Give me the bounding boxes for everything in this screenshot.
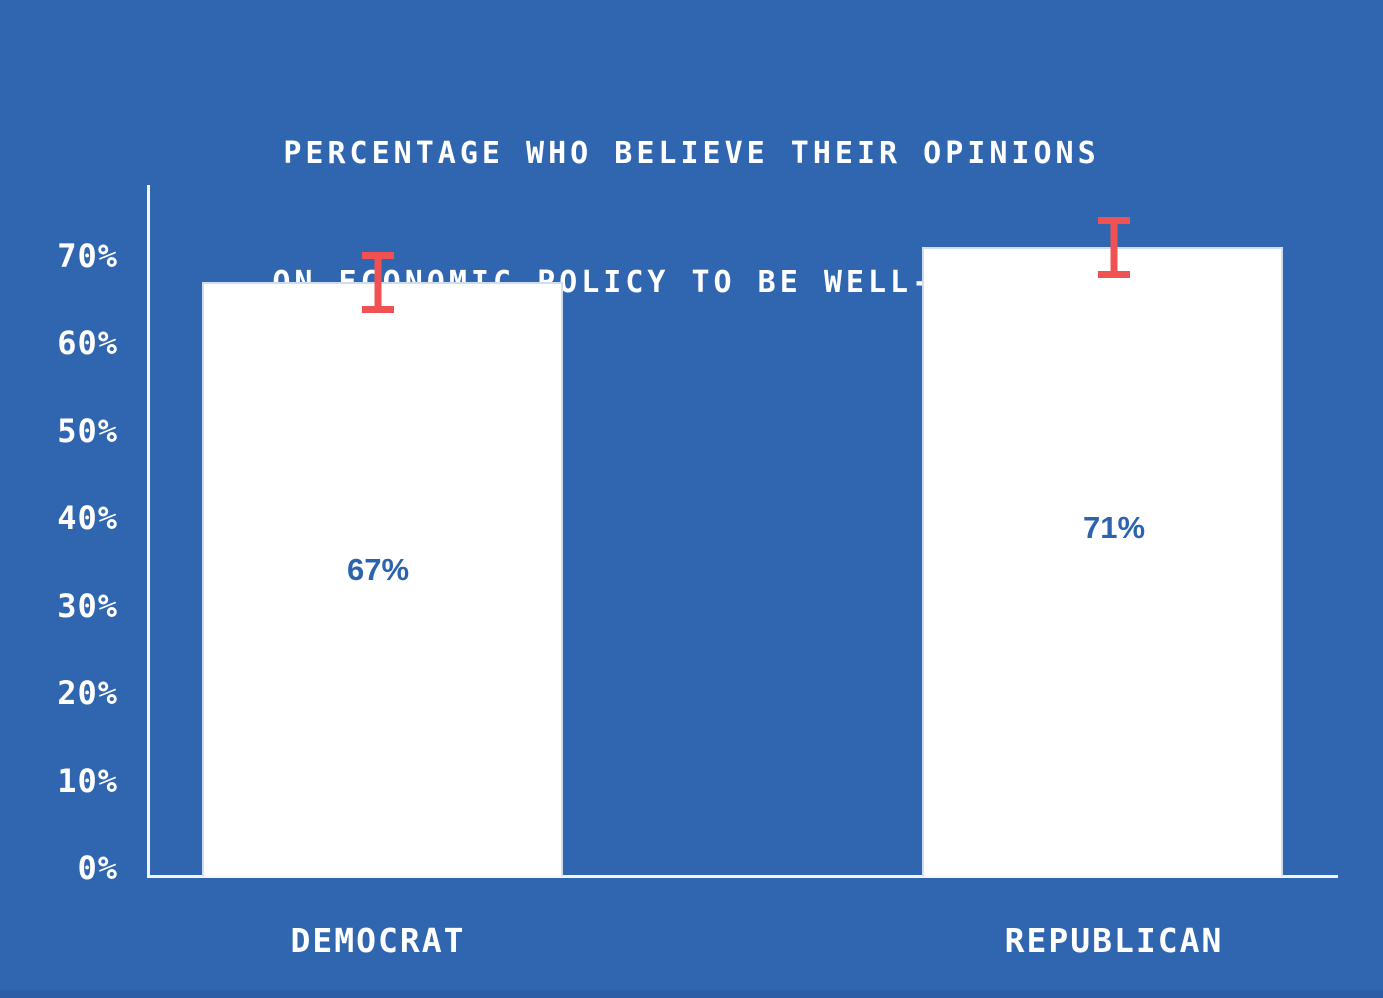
- y-tick-label-60: 60%: [57, 324, 118, 363]
- y-tick-label-30: 30%: [57, 586, 118, 625]
- y-tick-label-50: 50%: [57, 411, 118, 450]
- error-bar-democrat: [362, 251, 394, 313]
- bar-democrat: [202, 282, 563, 876]
- error-bar-cap-bottom-republican: [1098, 270, 1130, 278]
- x-axis-line: [147, 875, 1338, 878]
- value-label-republican: 71%: [1082, 510, 1146, 545]
- footer-strip: [0, 990, 1383, 998]
- error-bar-cap-bottom-democrat: [362, 305, 394, 313]
- category-label-republican: REPUBLICAN: [1004, 921, 1224, 960]
- category-label-democrat: DEMOCRAT: [290, 921, 466, 960]
- value-label-democrat: 67%: [346, 552, 410, 587]
- y-tick-label-20: 20%: [57, 674, 118, 713]
- bar-republican: [922, 247, 1283, 876]
- y-tick-label-40: 40%: [57, 499, 118, 538]
- y-tick-label-70: 70%: [57, 236, 118, 275]
- y-tick-label-10: 10%: [57, 761, 118, 800]
- y-tick-label-0: 0%: [77, 849, 118, 887]
- chart-title-line1: PERCENTAGE WHO BELIEVE THEIR OPINIONS: [283, 136, 1100, 171]
- y-axis-line: [147, 185, 150, 878]
- error-bar-stem-republican: [1110, 216, 1118, 278]
- error-bar-stem-democrat: [374, 251, 382, 313]
- error-bar-republican: [1098, 216, 1130, 278]
